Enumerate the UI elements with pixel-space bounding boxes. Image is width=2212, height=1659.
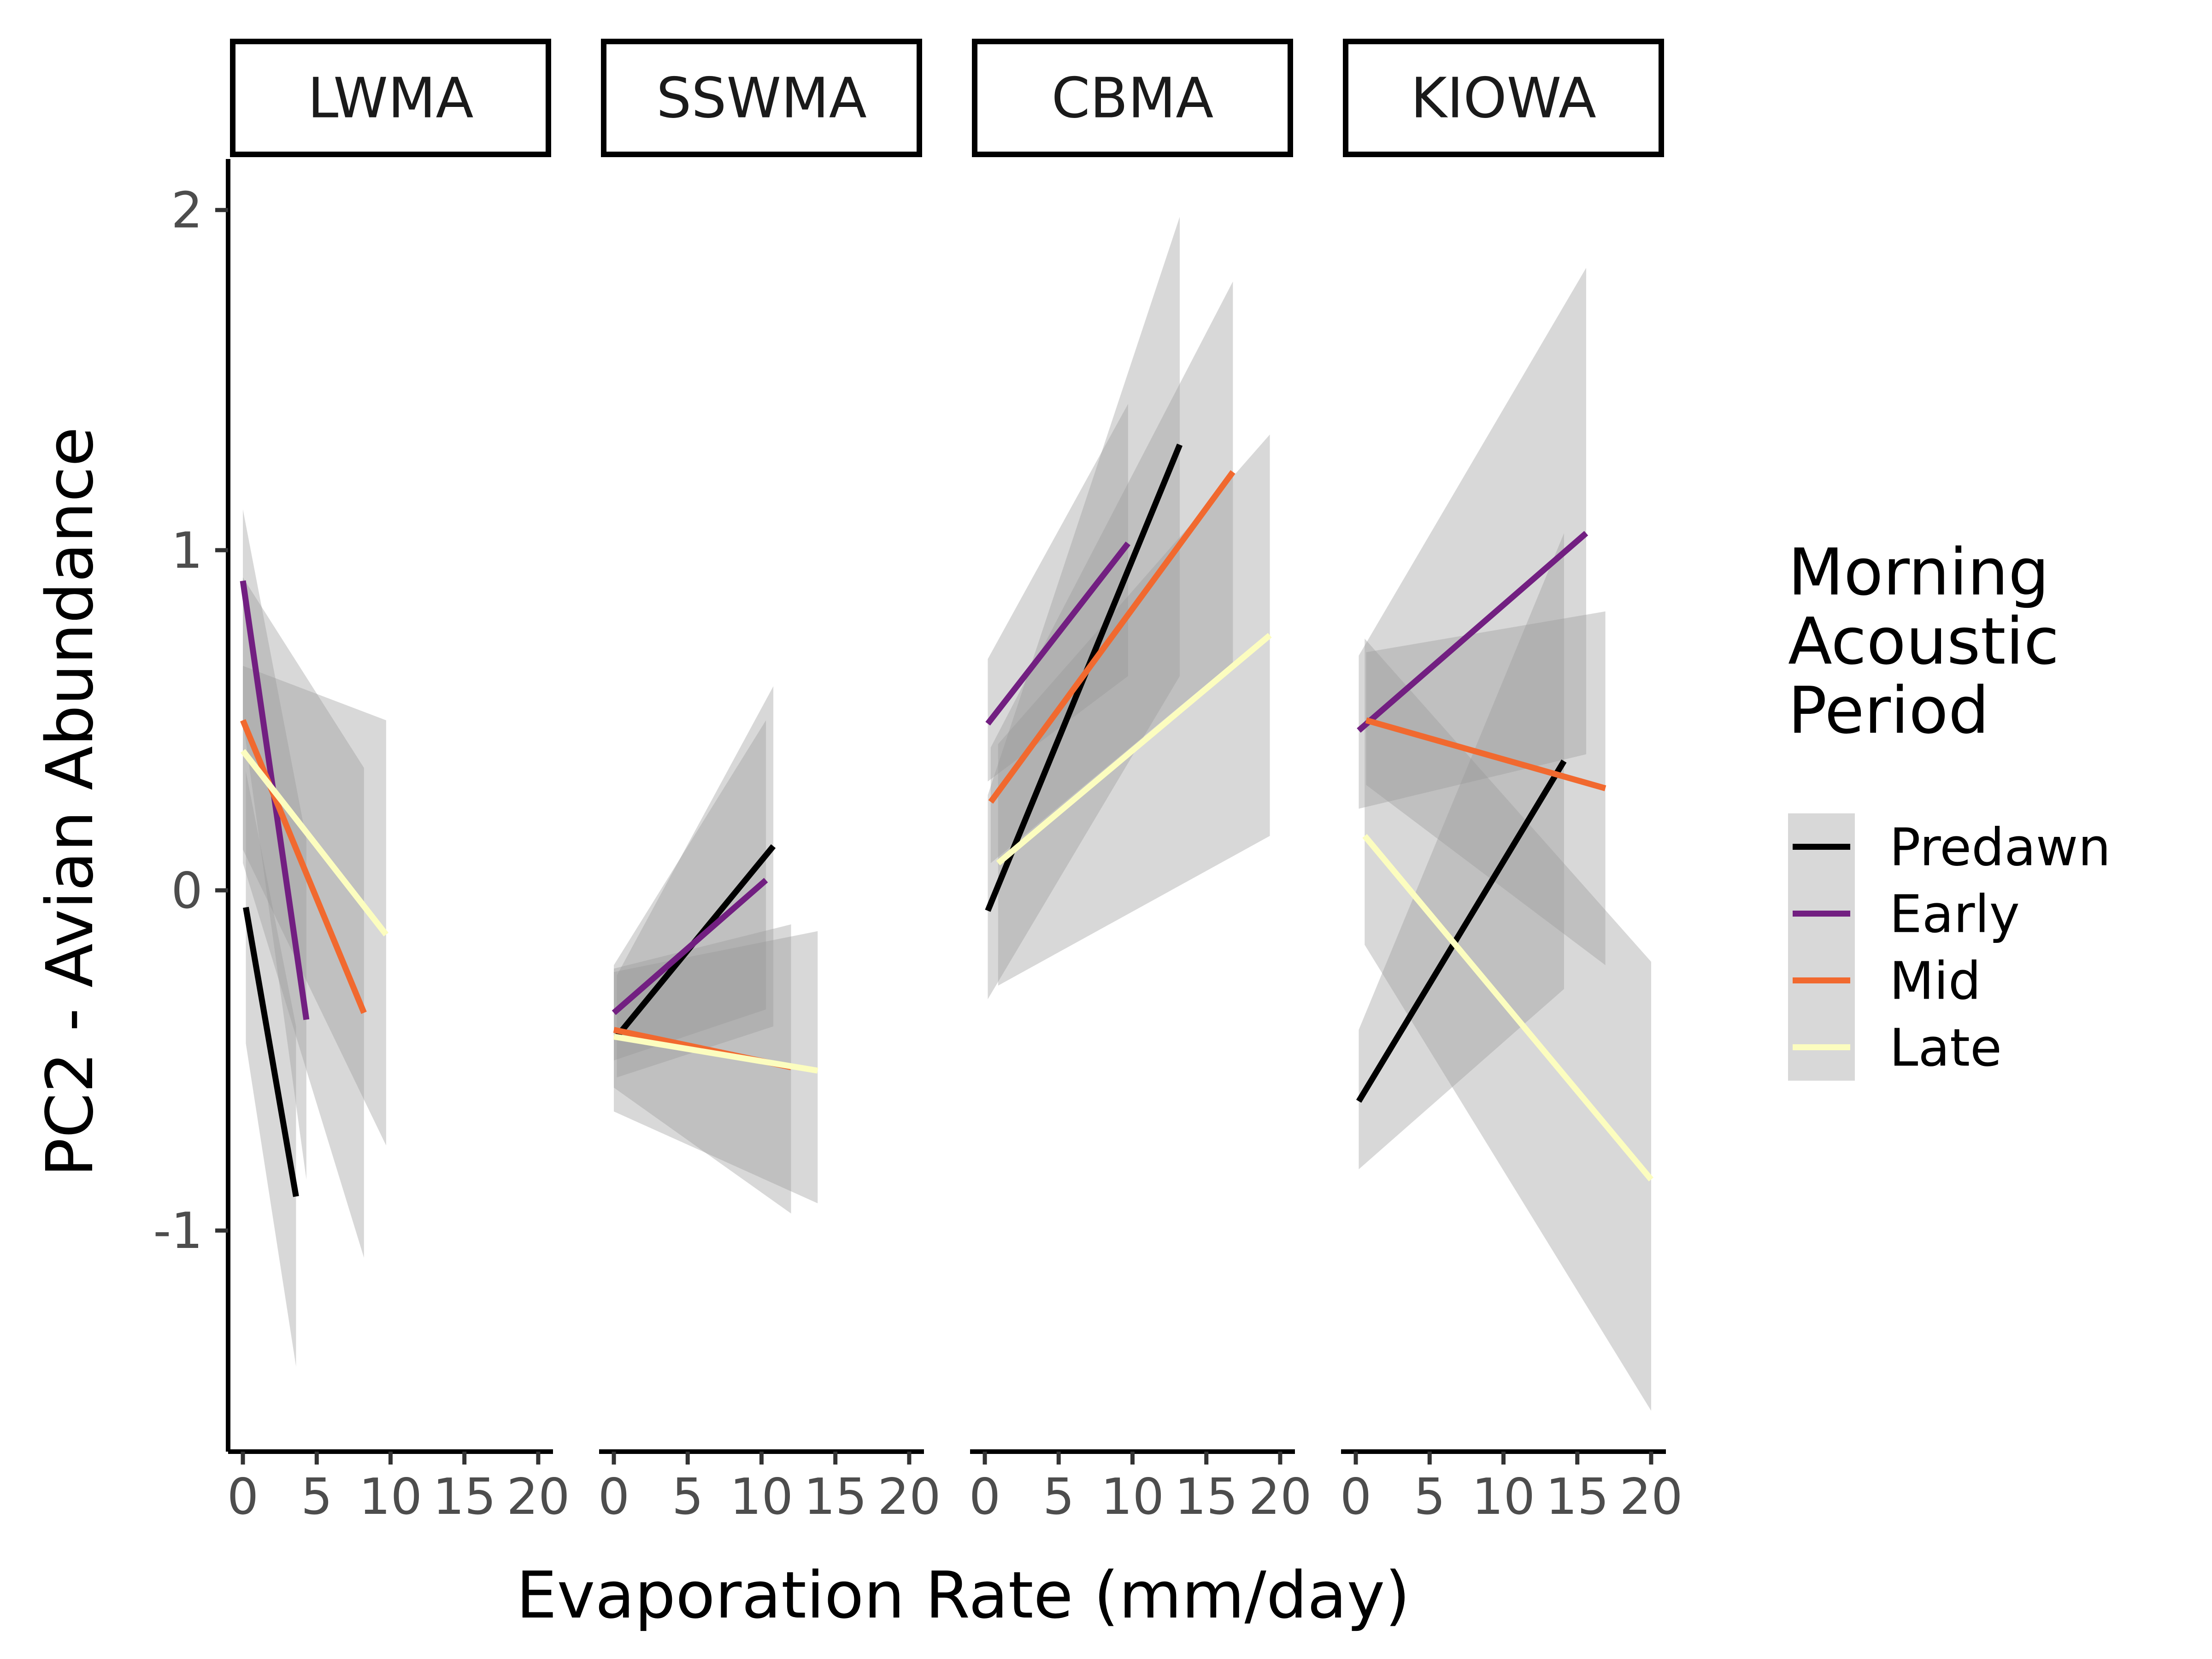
x-tick-label: 10 bbox=[1101, 1468, 1164, 1526]
legend-label: Mid bbox=[1889, 952, 1981, 1012]
x-tick-label: 5 bbox=[1414, 1468, 1446, 1526]
trend-line-early bbox=[1357, 531, 1588, 733]
x-tick-label: 5 bbox=[1043, 1468, 1075, 1526]
legend-item-mid: Mid bbox=[1788, 947, 1981, 1014]
facet-strip bbox=[972, 39, 1293, 157]
trend-line-late bbox=[240, 749, 389, 936]
x-tick-label: 15 bbox=[1175, 1468, 1238, 1526]
legend-title-line: Period bbox=[1788, 673, 1989, 748]
x-tick-label: 20 bbox=[1248, 1468, 1312, 1526]
trend-line-late bbox=[1362, 834, 1653, 1182]
trend-line-early bbox=[612, 877, 768, 1015]
confidence-band-early bbox=[1359, 268, 1586, 809]
x-tick-label: 0 bbox=[598, 1468, 630, 1526]
trend-line-predawn bbox=[1356, 759, 1567, 1103]
confidence-band-mid bbox=[614, 924, 791, 1214]
trend-line-mid bbox=[240, 719, 367, 1014]
facet-panel-sswma: SSWMA bbox=[601, 39, 922, 1214]
confidence-band-late bbox=[614, 931, 818, 1204]
x-tick-label: 10 bbox=[1472, 1468, 1535, 1526]
y-tick-label: 0 bbox=[171, 862, 203, 920]
x-tick-label: 5 bbox=[301, 1468, 333, 1526]
confidence-band-early bbox=[614, 720, 766, 1061]
legend-item-late: Late bbox=[1788, 1014, 2002, 1081]
x-tick-label: 15 bbox=[804, 1468, 867, 1526]
facet-strip-label: LWMA bbox=[307, 67, 473, 131]
trend-line-late bbox=[613, 1034, 818, 1074]
confidence-band-mid bbox=[1366, 611, 1606, 965]
confidence-band-mid bbox=[243, 577, 364, 1258]
x-axis-kiowa: 0 5 10 15 20 bbox=[1340, 1449, 1683, 1526]
trend-line-early bbox=[985, 541, 1131, 726]
facet-strip bbox=[1343, 39, 1664, 157]
x-axis-sswma: 0 5 10 15 20 bbox=[598, 1449, 941, 1526]
confidence-band-late bbox=[243, 665, 386, 1146]
legend-item-early: Early bbox=[1788, 880, 2020, 947]
x-axis-cbma: 0 5 10 15 20 bbox=[969, 1449, 1312, 1526]
x-axis-title: Evaporation Rate (mm/day) bbox=[516, 1558, 1410, 1633]
trend-line-mid bbox=[1365, 717, 1606, 791]
facet-panels: LWMA SSWMA CBMA KIOWA bbox=[230, 39, 1664, 1411]
facet-panel-cbma: CBMA bbox=[972, 39, 1293, 1000]
x-tick-label: 0 bbox=[227, 1468, 259, 1526]
facet-strip-label: KIOWA bbox=[1411, 67, 1596, 131]
facet-panel-lwma: LWMA bbox=[230, 39, 551, 1367]
x-tick-label: 15 bbox=[1546, 1468, 1609, 1526]
facet-strip-label: SSWMA bbox=[656, 67, 867, 131]
confidence-band-late bbox=[998, 434, 1270, 986]
legend-label: Late bbox=[1889, 1018, 2002, 1078]
facet-strip-label: CBMA bbox=[1052, 67, 1214, 131]
trend-line-mid bbox=[988, 470, 1235, 804]
legend-title-line: Acoustic bbox=[1788, 604, 2059, 679]
legend-label: Predawn bbox=[1889, 818, 2111, 878]
x-tick-label: 10 bbox=[359, 1468, 422, 1526]
y-axis: -1 0 1 2 bbox=[153, 159, 230, 1452]
x-tick-label: 0 bbox=[1340, 1468, 1372, 1526]
x-tick-label: 10 bbox=[730, 1468, 793, 1526]
facet-strip bbox=[230, 39, 551, 157]
legend-title-line: Morning bbox=[1788, 535, 2049, 610]
confidence-band-early bbox=[988, 404, 1128, 782]
x-tick-label: 20 bbox=[506, 1468, 570, 1526]
trend-line-late bbox=[996, 633, 1272, 865]
facet-panel-kiowa: KIOWA bbox=[1343, 39, 1664, 1411]
trend-line-predawn bbox=[243, 906, 299, 1197]
x-tick-label: 15 bbox=[433, 1468, 496, 1526]
x-tick-label: 5 bbox=[672, 1468, 704, 1526]
y-tick-label: -1 bbox=[153, 1202, 203, 1260]
x-axis-lwma: 0 5 10 15 20 bbox=[227, 1449, 570, 1526]
y-tick-label: 1 bbox=[171, 522, 203, 580]
confidence-band-late bbox=[1365, 638, 1651, 1411]
x-tick-label: 20 bbox=[877, 1468, 941, 1526]
confidence-band-predawn bbox=[988, 217, 1180, 1000]
legend-item-predawn: Predawn bbox=[1788, 813, 2111, 880]
y-tick-label: 2 bbox=[171, 182, 203, 240]
x-tick-label: 20 bbox=[1619, 1468, 1683, 1526]
facet-strip bbox=[601, 39, 922, 157]
y-axis-title: PC2 - Avian Abundance bbox=[33, 427, 108, 1177]
legend-label: Early bbox=[1889, 885, 2020, 945]
x-tick-label: 0 bbox=[969, 1468, 1001, 1526]
